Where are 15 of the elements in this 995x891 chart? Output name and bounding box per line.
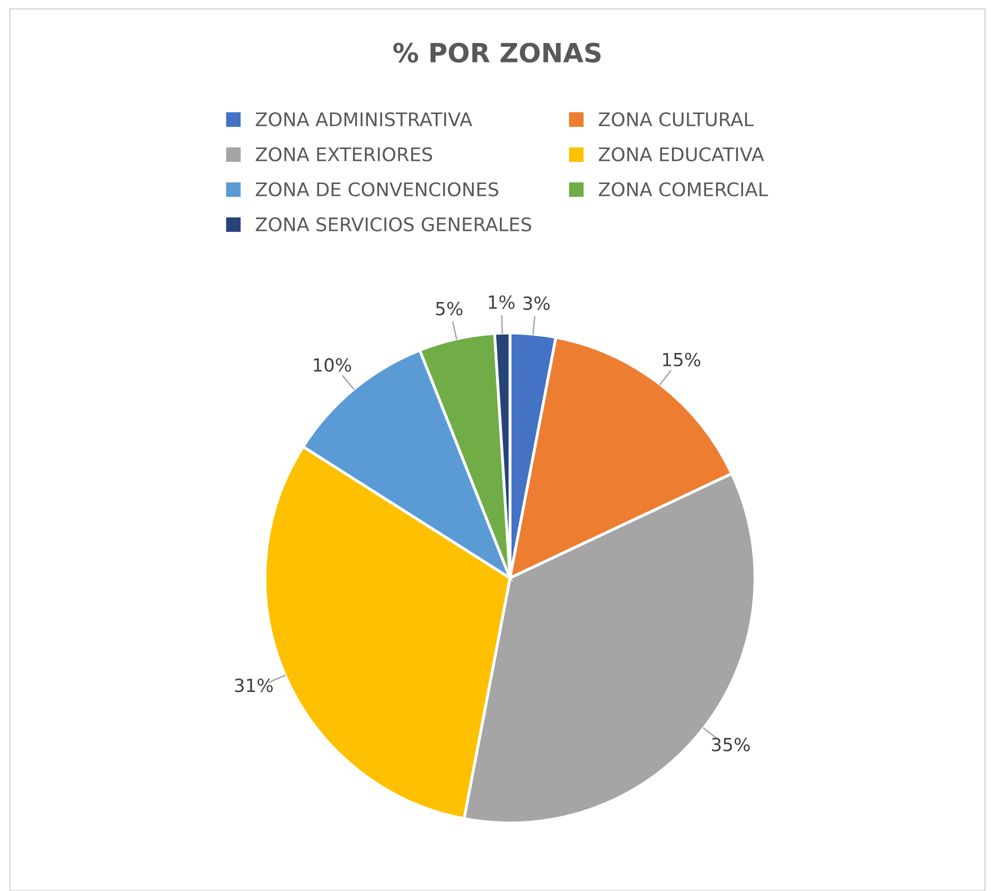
data-label: 35% — [712, 738, 750, 752]
data-label: 15% — [663, 352, 700, 366]
legend-label: ZONA EDUCATIVA — [598, 147, 764, 162]
legend-label: ZONA DE CONVENCIONES — [256, 182, 498, 196]
legend-label: ZONA COMERCIAL — [598, 182, 768, 196]
chart-title: % POR ZONAS — [393, 42, 601, 63]
data-label: 1% — [488, 295, 515, 309]
data-label: 31% — [234, 678, 273, 692]
data-label: 3% — [523, 296, 550, 310]
data-label: 10% — [314, 358, 352, 372]
legend-label: ZONA ADMINISTRATIVA — [256, 112, 472, 126]
legend-label: ZONA CULTURAL — [598, 112, 754, 126]
legend-label: ZONA SERVICIOS GENERALES — [256, 217, 532, 232]
legend-label: ZONA EXTERIORES — [256, 147, 432, 162]
data-label: 5% — [436, 302, 462, 316]
